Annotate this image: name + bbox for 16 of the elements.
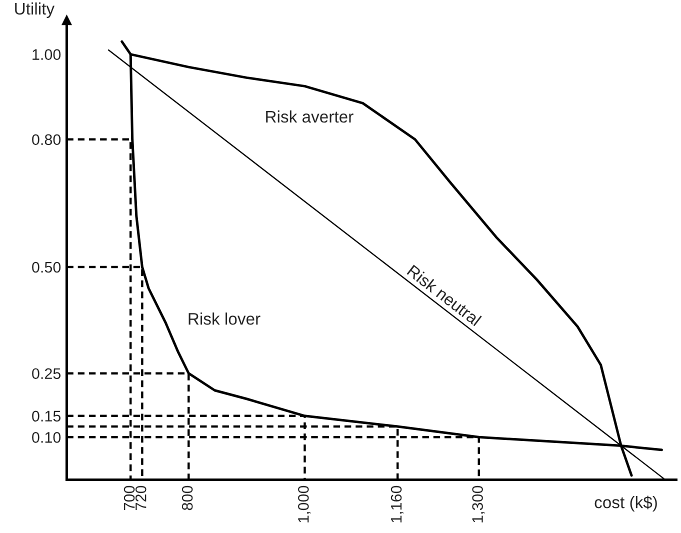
x-tick-label: 720 [135,486,146,510]
y-tick-label: 0.80 [32,134,61,146]
series-label: Risk lover [188,312,260,325]
x-tick-label: 1,160 [390,486,404,522]
y-tick-label: 0.10 [32,432,61,443]
x-tick-label: 800 [182,486,193,510]
x-axis-title: cost (k$) [594,496,657,512]
y-tick-label: 1.00 [32,49,61,60]
y-axis-title: Utility [15,2,55,18]
x-tick-label: 1,300 [472,486,485,522]
y-tick-label: 0.25 [32,368,61,380]
y-tick-label: 0.50 [32,262,61,273]
series-label: Risk averter [266,110,354,123]
x-tick-label: 1,000 [298,486,311,522]
x-tick-label: 700 [124,486,135,510]
y-tick-label: 0.15 [32,410,61,422]
